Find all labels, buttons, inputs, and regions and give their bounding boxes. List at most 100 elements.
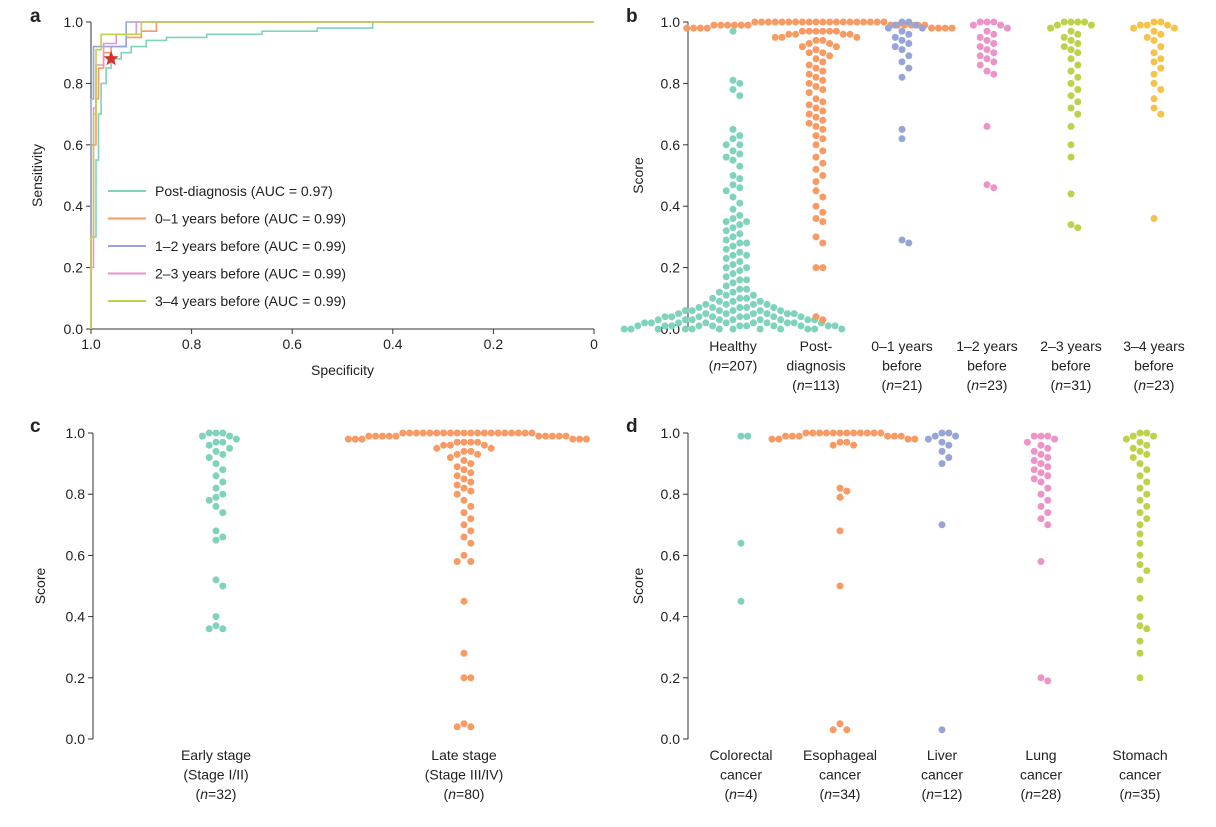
data-point bbox=[1143, 515, 1151, 523]
data-point bbox=[749, 310, 757, 318]
data-point bbox=[990, 70, 998, 78]
data-point bbox=[487, 429, 495, 437]
data-point bbox=[843, 487, 851, 495]
data-point bbox=[1136, 622, 1144, 630]
legend-entry-label: 0–1 years before (AUC = 0.99) bbox=[155, 211, 346, 227]
y-axis-title: Score bbox=[32, 568, 48, 605]
data-point bbox=[763, 319, 771, 327]
panel-d-points bbox=[737, 429, 1158, 734]
data-point bbox=[1067, 141, 1075, 149]
y-axis-title: Score bbox=[630, 568, 646, 605]
data-point bbox=[812, 122, 820, 130]
data-point bbox=[736, 322, 744, 330]
data-point bbox=[737, 539, 745, 547]
data-point bbox=[829, 726, 837, 734]
panel-a-legend: Post-diagnosis (AUC = 0.97) 0–1 years bef… bbox=[108, 183, 346, 309]
data-point bbox=[695, 304, 703, 311]
x-tick-label: 0.8 bbox=[182, 336, 202, 352]
data-point bbox=[1044, 509, 1052, 517]
data-point bbox=[212, 576, 220, 584]
data-point bbox=[743, 304, 751, 311]
data-point bbox=[722, 264, 730, 272]
data-point bbox=[681, 325, 689, 333]
x-tick-label: 0.6 bbox=[282, 336, 302, 352]
data-point bbox=[1030, 475, 1038, 483]
y-tick-label: 0.2 bbox=[66, 670, 86, 686]
y-axis-title: Sensitivity bbox=[29, 144, 45, 207]
data-point bbox=[1081, 18, 1089, 26]
data-point bbox=[812, 264, 820, 272]
data-point bbox=[819, 49, 827, 57]
data-point bbox=[467, 674, 475, 682]
data-point bbox=[729, 147, 737, 155]
data-point bbox=[1136, 21, 1144, 29]
data-point bbox=[460, 674, 468, 682]
data-point bbox=[819, 193, 827, 201]
data-point bbox=[1150, 36, 1158, 44]
data-point bbox=[812, 178, 820, 186]
category-label: before bbox=[1051, 358, 1091, 374]
data-point bbox=[467, 723, 475, 731]
data-point bbox=[205, 429, 213, 437]
data-point bbox=[792, 30, 800, 38]
data-point bbox=[898, 236, 906, 244]
data-point bbox=[777, 325, 785, 333]
data-point bbox=[898, 18, 906, 26]
data-point bbox=[743, 294, 751, 302]
data-point bbox=[768, 435, 776, 443]
data-point bbox=[792, 18, 800, 26]
data-point bbox=[232, 435, 240, 443]
data-point bbox=[856, 429, 864, 437]
data-point bbox=[729, 270, 737, 278]
data-point bbox=[722, 273, 730, 281]
category-label: (n=207) bbox=[709, 358, 758, 374]
category-label: (n=23) bbox=[1134, 377, 1175, 393]
data-point bbox=[1074, 86, 1082, 93]
category-label: before bbox=[882, 358, 922, 374]
data-point bbox=[870, 429, 878, 437]
data-point bbox=[729, 307, 737, 315]
data-point bbox=[433, 429, 441, 437]
data-point bbox=[1157, 43, 1165, 51]
data-point bbox=[453, 723, 461, 731]
data-point bbox=[1074, 98, 1082, 106]
data-point bbox=[826, 52, 834, 60]
data-point bbox=[1136, 509, 1144, 517]
data-point bbox=[770, 322, 778, 330]
data-point bbox=[1150, 18, 1158, 26]
category-label: cancer bbox=[1119, 767, 1161, 783]
data-point bbox=[695, 322, 703, 330]
data-point bbox=[460, 597, 468, 605]
data-point bbox=[688, 307, 696, 315]
data-point bbox=[722, 310, 730, 318]
x-tick-label: 0.4 bbox=[383, 336, 403, 352]
data-point bbox=[1037, 558, 1045, 565]
data-point bbox=[212, 613, 220, 621]
data-point bbox=[681, 316, 689, 324]
y-tick-label: 0.4 bbox=[66, 609, 86, 625]
data-point bbox=[460, 475, 468, 483]
data-point bbox=[219, 438, 227, 446]
data-point bbox=[846, 30, 854, 38]
data-point bbox=[1074, 18, 1082, 26]
data-point bbox=[729, 215, 737, 222]
y-tick-label: 0.4 bbox=[661, 609, 681, 625]
data-point bbox=[205, 441, 213, 449]
data-point bbox=[736, 276, 744, 284]
data-point bbox=[736, 230, 744, 238]
data-point bbox=[836, 429, 844, 437]
data-point bbox=[219, 625, 227, 633]
category-label: cancer bbox=[1020, 767, 1062, 783]
data-point bbox=[460, 521, 468, 529]
data-point bbox=[703, 24, 711, 32]
data-point bbox=[1136, 539, 1144, 547]
data-point bbox=[763, 300, 771, 308]
data-point bbox=[983, 55, 991, 63]
data-point bbox=[736, 285, 744, 293]
data-point bbox=[453, 429, 461, 437]
data-point bbox=[460, 509, 468, 517]
data-point bbox=[983, 181, 991, 189]
data-point bbox=[804, 316, 812, 324]
